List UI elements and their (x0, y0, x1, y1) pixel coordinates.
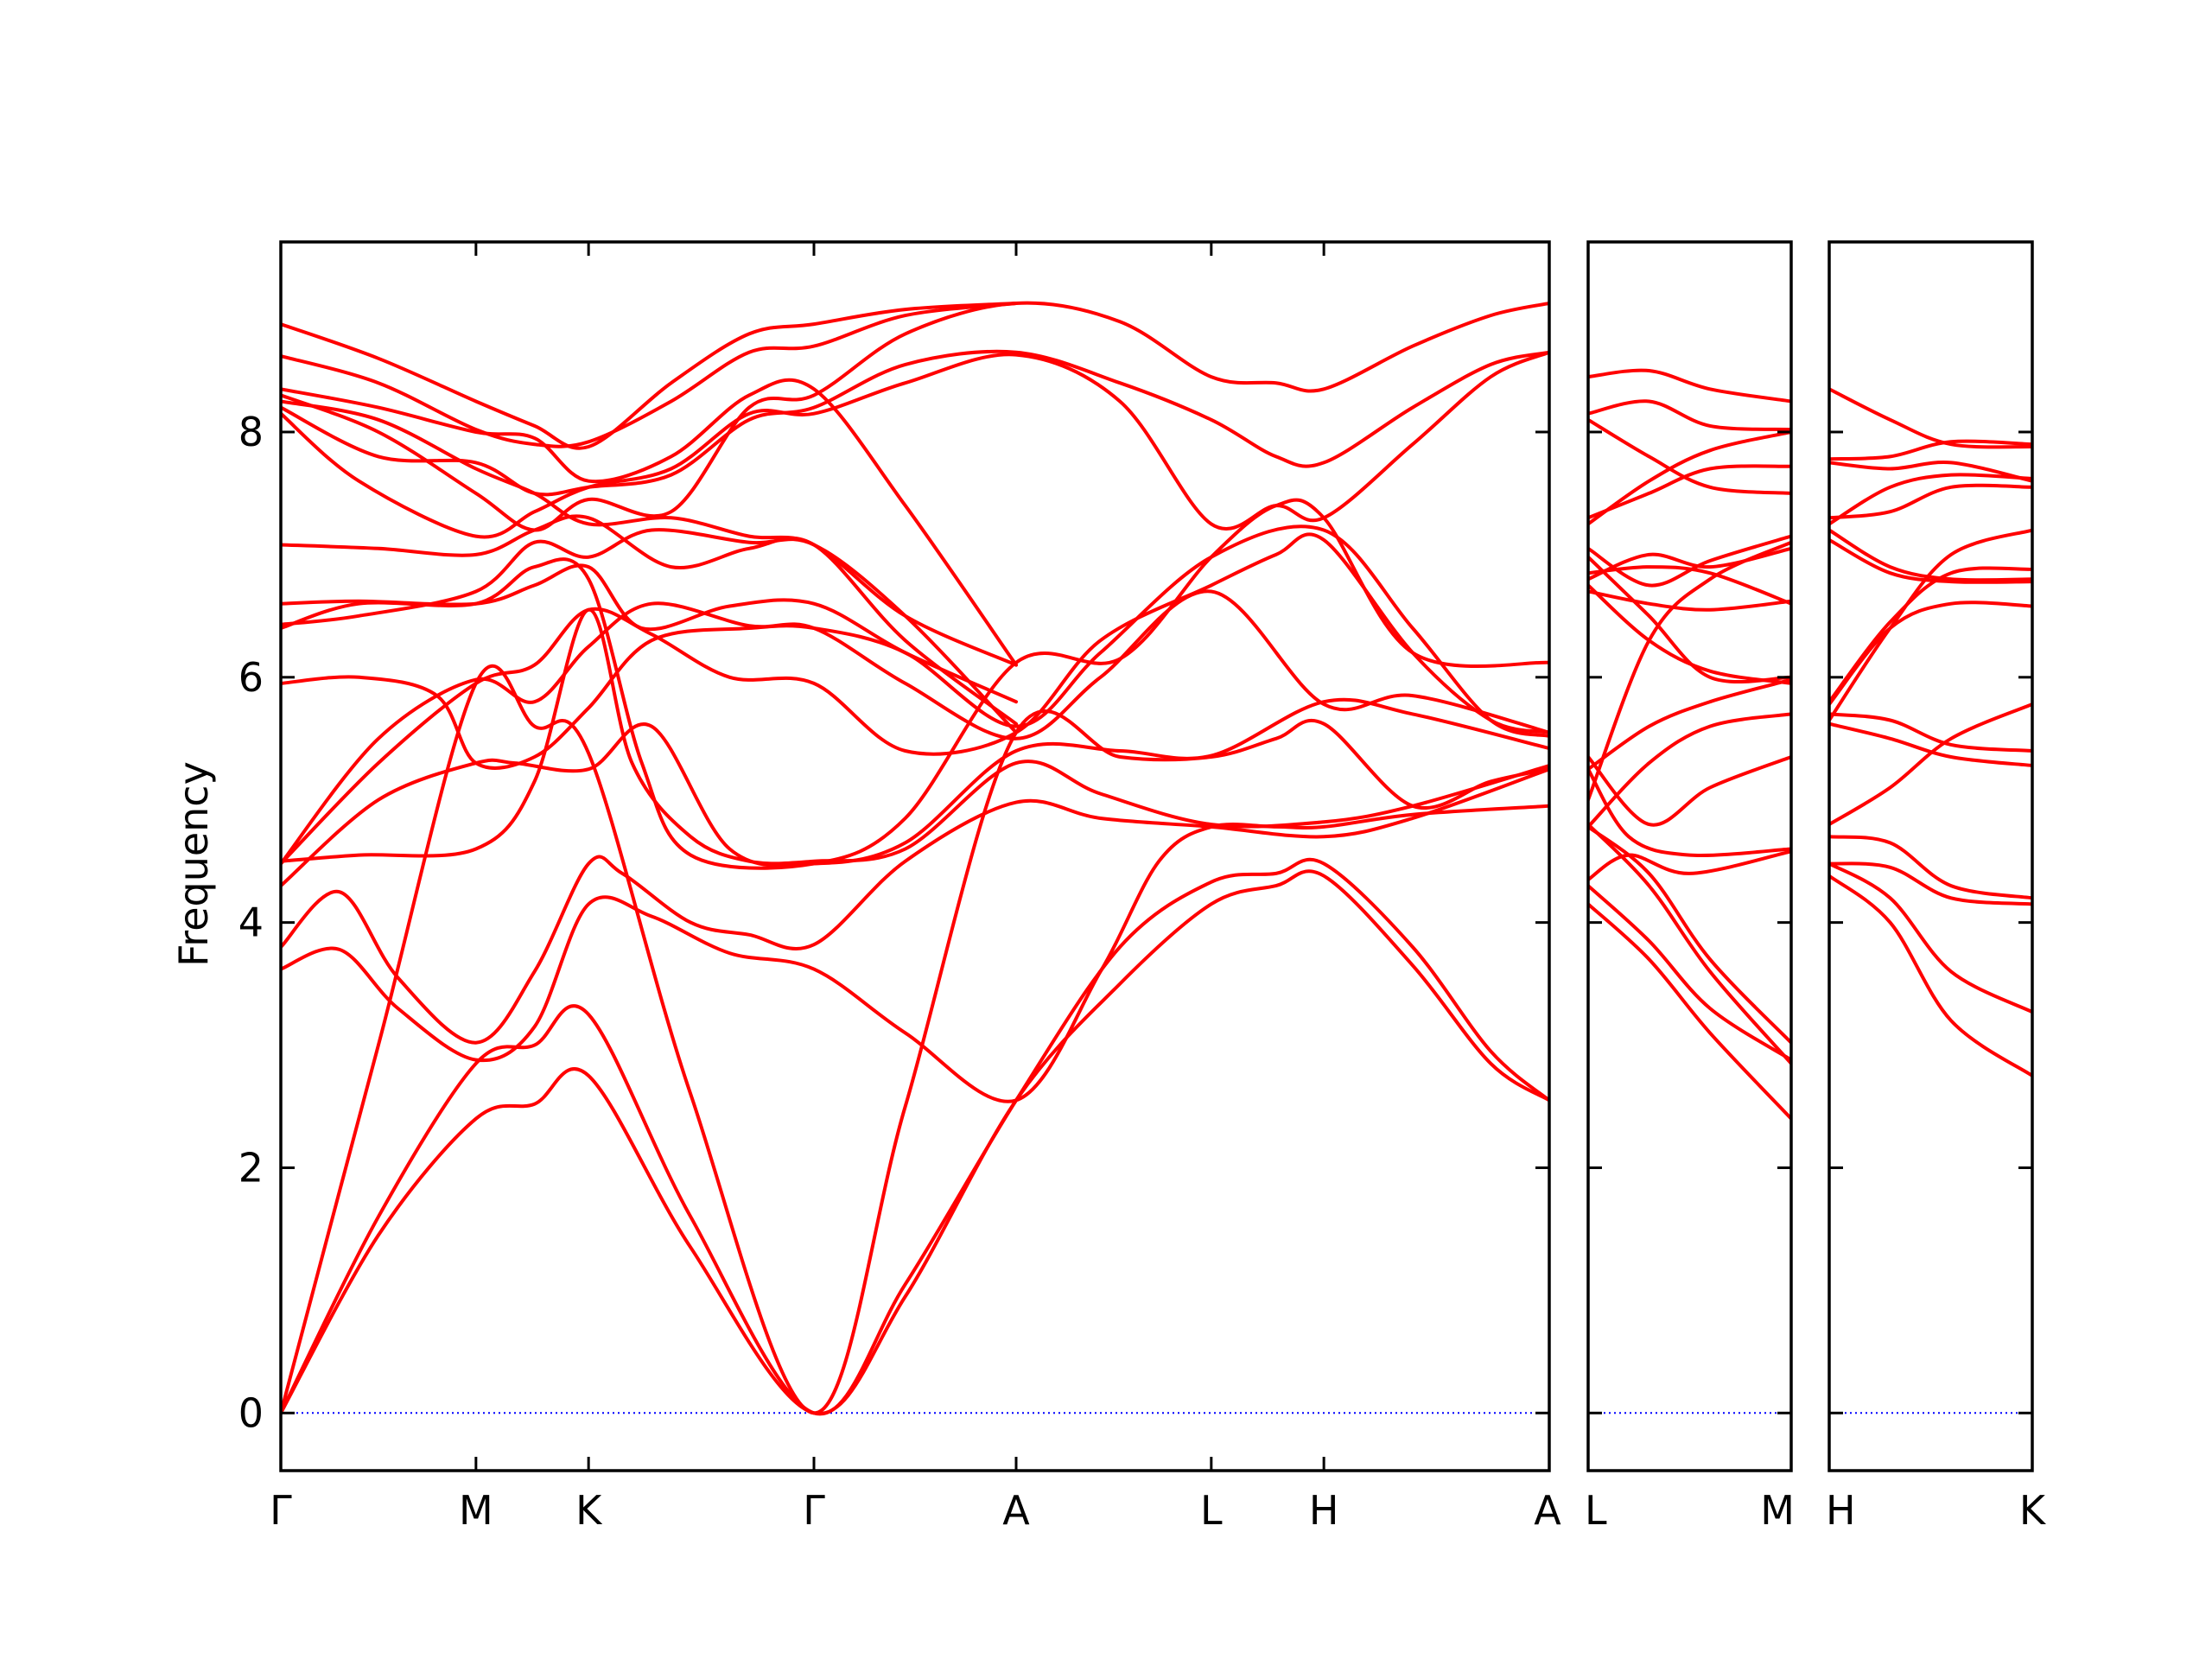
band-line (1588, 399, 1791, 432)
plot-frame (1827, 240, 2034, 1472)
band-line (1829, 874, 2032, 1077)
band-line (1588, 884, 1791, 1062)
band-line (1588, 368, 1791, 404)
y-tick-label: 8 (238, 409, 264, 455)
x-tick-label: M (1760, 1487, 1795, 1534)
x-tick-label: H (1826, 1487, 1856, 1534)
x-tick-label: Γ (270, 1487, 292, 1534)
panel-main: 0 2 4 6 8 Γ M K Γ A L H A (238, 240, 1561, 1534)
band-line (1588, 589, 1791, 612)
band-line (1829, 861, 2032, 906)
band-line (281, 589, 1549, 866)
x-tick-label: A (1002, 1487, 1030, 1534)
band-line (1588, 555, 1791, 684)
band-line (281, 350, 1549, 539)
x-tick-label: M (459, 1487, 493, 1534)
band-line (1829, 483, 2032, 520)
band-line (281, 301, 1549, 532)
plot-frame (279, 240, 1551, 1472)
band-line (1829, 861, 2032, 1014)
band-lines (1829, 387, 2032, 1077)
band-lines (281, 301, 1549, 1416)
band-line (1588, 849, 1791, 881)
band-line (1588, 430, 1791, 526)
y-tick-label: 0 (238, 1389, 264, 1436)
x-tick-label: Γ (803, 1487, 825, 1534)
band-line (1588, 417, 1791, 495)
x-tick-label: K (2019, 1487, 2047, 1534)
band-line (281, 767, 1549, 1045)
x-tick-label: L (1200, 1487, 1223, 1534)
band-line (1829, 387, 2032, 449)
band-line (1588, 677, 1791, 772)
band-line (1829, 473, 2032, 526)
band-line (281, 524, 1549, 770)
band-line (1588, 534, 1791, 588)
band-line (1829, 528, 2032, 722)
band-line (1829, 461, 2032, 483)
band-line (1588, 824, 1791, 1045)
band-line (1588, 902, 1791, 1121)
band-line (281, 607, 1549, 866)
band-line (281, 514, 1018, 726)
band-line (281, 532, 1549, 866)
band-line (1829, 712, 2032, 753)
band-line (1829, 528, 2032, 582)
band-lines (1588, 368, 1791, 1121)
band-line (1829, 835, 2032, 900)
band-line (1829, 439, 2032, 461)
y-tick-label: 4 (238, 899, 264, 946)
band-line (281, 349, 1549, 497)
y-axis-label: Frequency (170, 761, 217, 967)
band-line (1588, 712, 1791, 829)
band-line (1829, 702, 2032, 827)
x-tick-label: L (1585, 1487, 1607, 1534)
band-line (281, 869, 1549, 1415)
band-line (281, 528, 1018, 734)
band-line (281, 664, 1549, 1415)
band-line (1829, 721, 2032, 767)
band-line (1588, 755, 1791, 827)
band-line (1588, 540, 1791, 802)
band-line (281, 697, 1549, 888)
x-tick-label: H (1309, 1487, 1339, 1534)
band-line (281, 302, 1018, 448)
band-line (1588, 767, 1791, 857)
band-line (281, 302, 1018, 450)
x-tick-label: K (575, 1487, 603, 1534)
band-line (281, 498, 1549, 870)
band-line (281, 399, 1018, 667)
band-line (281, 563, 1018, 704)
band-line (281, 857, 1549, 1416)
plot-frame (1586, 240, 1793, 1472)
band-line (1588, 464, 1791, 520)
band-line (1588, 823, 1791, 1065)
y-tick-label: 2 (238, 1144, 264, 1191)
x-tick-label: A (1534, 1487, 1561, 1534)
y-tick-label: 6 (238, 654, 264, 701)
band-line (1829, 566, 2032, 704)
band-line (1829, 537, 2032, 584)
band-line (281, 378, 1018, 667)
